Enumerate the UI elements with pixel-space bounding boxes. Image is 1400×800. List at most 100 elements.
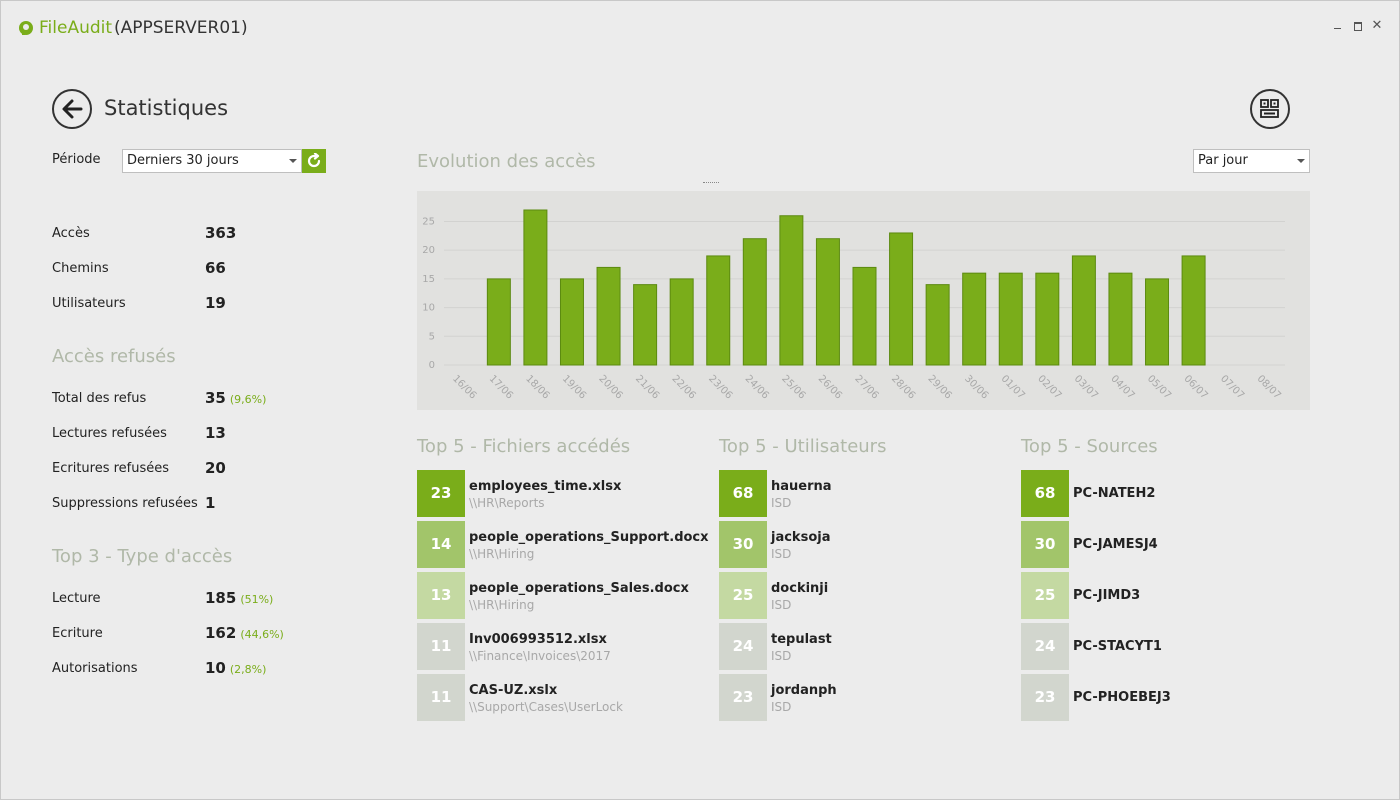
chart-bar-21-06[interactable] bbox=[633, 284, 658, 366]
top-source-item[interactable]: 23 PC-PHOEBEJ3 bbox=[1021, 674, 1311, 721]
rank-count-badge: 68 bbox=[1021, 470, 1069, 517]
rank-count-badge: 11 bbox=[417, 674, 465, 721]
chart-bar-05-07[interactable] bbox=[1145, 278, 1170, 366]
top-file-item[interactable]: 11 CAS-UZ.xslx \\Support\Cases\UserLock bbox=[417, 674, 707, 721]
chart-bar-17-06[interactable] bbox=[486, 278, 511, 366]
chart-bar-03-07[interactable] bbox=[1071, 255, 1096, 366]
chart-x-tick-label: 04/07 bbox=[1108, 373, 1136, 401]
close-button[interactable]: ✕ bbox=[1371, 18, 1383, 33]
minimize-button[interactable] bbox=[1330, 18, 1346, 34]
chart-bar-19-06[interactable] bbox=[559, 278, 584, 366]
top-user-item[interactable]: 30 jacksoja ISD bbox=[719, 521, 1009, 568]
chart-x-tick-label: 17/06 bbox=[487, 373, 515, 401]
chart-bar-28-06[interactable] bbox=[889, 232, 914, 366]
stat-value-total-refus: 35 (9,6%) bbox=[205, 389, 266, 407]
chart-y-tick-label: 5 bbox=[429, 331, 435, 342]
top-file-item[interactable]: 11 Inv006993512.xlsx \\Finance\Invoices\20… bbox=[417, 623, 707, 670]
top-user-item[interactable]: 23 jordanph ISD bbox=[719, 674, 1009, 721]
rank-item-subtitle: \\HR\Hiring bbox=[469, 598, 535, 612]
top-user-item[interactable]: 25 dockinji ISD bbox=[719, 572, 1009, 619]
stat-number: 35 bbox=[205, 389, 226, 407]
refresh-button[interactable] bbox=[302, 149, 326, 173]
stat-label-total-refus: Total des refus bbox=[52, 391, 147, 406]
top-files-title: Top 5 - Fichiers accédés bbox=[417, 436, 631, 457]
report-button[interactable] bbox=[1250, 89, 1290, 129]
stat-label-chemins: Chemins bbox=[52, 261, 109, 276]
top-file-item[interactable]: 23 employees_time.xlsx \\HR\Reports bbox=[417, 470, 707, 517]
chart-x-tick-label: 01/07 bbox=[999, 373, 1027, 401]
maximize-button[interactable] bbox=[1350, 18, 1366, 34]
rank-item-name: people_operations_Sales.docx bbox=[469, 581, 689, 596]
chart-bar-18-06[interactable] bbox=[523, 209, 548, 366]
top-source-item[interactable]: 68 PC-NATEH2 bbox=[1021, 470, 1311, 517]
top-source-item[interactable]: 30 PC-JAMESJ4 bbox=[1021, 521, 1311, 568]
stat-label-suppressions-refusees: Suppressions refusées bbox=[52, 496, 198, 511]
rank-item-name: PC-NATEH2 bbox=[1073, 486, 1156, 501]
rank-item-subtitle: \\HR\Reports bbox=[469, 496, 545, 510]
rank-count-badge: 23 bbox=[1021, 674, 1069, 721]
rank-count-badge: 14 bbox=[417, 521, 465, 568]
chart-x-tick-label: 03/07 bbox=[1072, 373, 1100, 401]
granularity-select[interactable]: Par jour bbox=[1193, 149, 1310, 173]
chart-bar-29-06[interactable] bbox=[925, 284, 950, 366]
chart-bar-26-06[interactable] bbox=[815, 238, 840, 366]
rank-item-subtitle: \\Finance\Invoices\2017 bbox=[469, 649, 611, 663]
chart-x-tick-label: 20/06 bbox=[596, 373, 624, 401]
top-file-item[interactable]: 14 people_operations_Support.docx \\HR\Hir… bbox=[417, 521, 709, 568]
chart-bar-20-06[interactable] bbox=[596, 266, 621, 366]
granularity-select-value: Par jour bbox=[1198, 153, 1248, 168]
chart-bar-06-07[interactable] bbox=[1181, 255, 1206, 366]
report-icon bbox=[1260, 99, 1279, 118]
chart-bar-30-06[interactable] bbox=[962, 272, 987, 366]
chart-x-tick-label: 16/06 bbox=[450, 373, 478, 401]
chart-title: Evolution des accès bbox=[417, 151, 596, 172]
rank-count-badge: 13 bbox=[417, 572, 465, 619]
rank-item-name: tepulast bbox=[771, 632, 832, 647]
stat-label-ecriture: Ecriture bbox=[52, 626, 103, 641]
chart-x-tick-label: 27/06 bbox=[852, 373, 880, 401]
stat-percent: (2,8%) bbox=[229, 663, 267, 676]
top-source-item[interactable]: 24 PC-STACYT1 bbox=[1021, 623, 1311, 670]
period-select[interactable]: Derniers 30 jours bbox=[122, 149, 302, 173]
chart-bar-24-06[interactable] bbox=[742, 238, 767, 366]
rank-item-name: jordanph bbox=[771, 683, 837, 698]
rank-item-subtitle: \\Support\Cases\UserLock bbox=[469, 700, 623, 714]
refresh-icon bbox=[307, 153, 321, 168]
rank-count-badge: 24 bbox=[1021, 623, 1069, 670]
rank-item-name: PC-JIMD3 bbox=[1073, 588, 1141, 603]
chart-x-tick-label: 21/06 bbox=[633, 373, 661, 401]
chart-bar-02-07[interactable] bbox=[1035, 272, 1060, 366]
stat-label-lectures-refusees: Lectures refusées bbox=[52, 426, 167, 441]
app-name: FileAudit bbox=[39, 18, 113, 38]
rank-count-badge: 25 bbox=[1021, 572, 1069, 619]
access-types-section-title: Top 3 - Type d'accès bbox=[52, 546, 233, 567]
stat-value-acces: 363 bbox=[205, 224, 237, 242]
stat-number: 185 bbox=[205, 589, 237, 607]
chart-x-tick-label: 25/06 bbox=[779, 373, 807, 401]
rank-item-name: Inv006993512.xlsx bbox=[469, 632, 607, 647]
chart-x-tick-label: 30/06 bbox=[962, 373, 990, 401]
top-file-item[interactable]: 13 people_operations_Sales.docx \\HR\Hirin… bbox=[417, 572, 707, 619]
stat-value-chemins: 66 bbox=[205, 259, 226, 277]
chart-bar-25-06[interactable] bbox=[779, 215, 804, 366]
chart-x-tick-label: 22/06 bbox=[670, 373, 698, 401]
back-button[interactable] bbox=[52, 89, 92, 129]
chart-resize-handle[interactable] bbox=[703, 182, 719, 184]
top-user-item[interactable]: 24 tepulast ISD bbox=[719, 623, 1009, 670]
chart-bar-27-06[interactable] bbox=[852, 266, 877, 366]
chart-bar-22-06[interactable] bbox=[669, 278, 694, 366]
fileaudit-logo-icon bbox=[19, 21, 33, 35]
chart-y-tick-label: 15 bbox=[422, 274, 435, 285]
chart-y-tick-label: 20 bbox=[422, 245, 435, 256]
chart-x-tick-label: 29/06 bbox=[926, 373, 954, 401]
top-user-item[interactable]: 68 hauerna ISD bbox=[719, 470, 1009, 517]
rank-item-name: people_operations_Support.docx bbox=[469, 530, 709, 545]
chart-bar-04-07[interactable] bbox=[1108, 272, 1133, 366]
rank-count-badge: 25 bbox=[719, 572, 767, 619]
rank-count-badge: 23 bbox=[417, 470, 465, 517]
chart-bar-23-06[interactable] bbox=[706, 255, 731, 366]
top-source-item[interactable]: 25 PC-JIMD3 bbox=[1021, 572, 1311, 619]
chart-bar-01-07[interactable] bbox=[998, 272, 1023, 366]
rank-item-name: PC-JAMESJ4 bbox=[1073, 537, 1158, 552]
rank-item-name: PC-PHOEBEJ3 bbox=[1073, 690, 1171, 705]
